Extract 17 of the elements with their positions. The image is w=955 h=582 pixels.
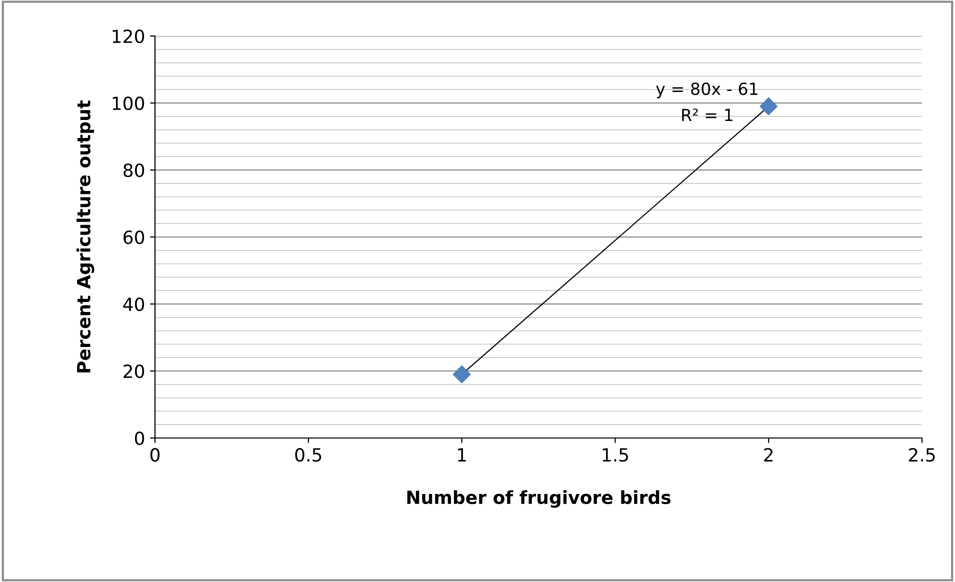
x-tick-label: 1.5 (602, 448, 628, 462)
y-tick-label: 40 (123, 297, 144, 312)
annotation: y = 80x - 61 (656, 82, 758, 98)
y-tick-label: 120 (112, 29, 144, 44)
y-tick-label: 20 (124, 364, 144, 378)
x-tick-label: 0.5 (295, 448, 322, 462)
x-tick-label: 1 (458, 448, 466, 462)
x-tick-label: 2 (764, 448, 773, 462)
x-tick-label: 2.5 (908, 448, 935, 462)
x-tick-label: 0 (150, 448, 160, 462)
y-tick-label: 100 (112, 96, 144, 110)
annotation: R² = 1 (682, 108, 732, 121)
y-axis-title: Percent Agriculture output (76, 100, 94, 372)
y-tick-label: 80 (124, 163, 144, 178)
y-tick-label: 0 (134, 431, 144, 446)
y-tick-label: 60 (124, 230, 144, 244)
x-axis-title: Number of frugivore birds (407, 490, 671, 508)
